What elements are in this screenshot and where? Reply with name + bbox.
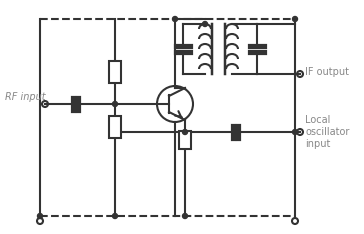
Text: IF output: IF output [305, 67, 349, 77]
Text: Local
oscillator
input: Local oscillator input [305, 115, 349, 149]
Text: RF input: RF input [5, 92, 46, 102]
Circle shape [293, 129, 297, 135]
Circle shape [112, 213, 118, 219]
Bar [179, 131, 191, 149]
Circle shape [37, 213, 43, 219]
Circle shape [182, 129, 187, 135]
Bar [109, 116, 121, 138]
Circle shape [202, 22, 207, 26]
Bar [109, 61, 121, 83]
Circle shape [173, 17, 178, 22]
Circle shape [293, 17, 297, 22]
Circle shape [182, 213, 187, 219]
Circle shape [112, 102, 118, 106]
